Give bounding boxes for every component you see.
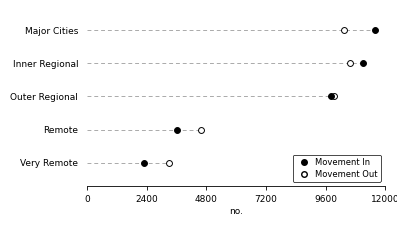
Legend: Movement In, Movement Out: Movement In, Movement Out — [293, 155, 381, 182]
Point — [372, 28, 378, 32]
Point — [341, 28, 347, 32]
X-axis label: no.: no. — [229, 207, 243, 216]
Point — [198, 128, 205, 131]
Point — [166, 161, 172, 165]
Point — [173, 128, 180, 131]
Point — [360, 62, 366, 65]
Point — [141, 161, 148, 165]
Point — [327, 95, 333, 98]
Point — [347, 62, 353, 65]
Point — [331, 95, 337, 98]
